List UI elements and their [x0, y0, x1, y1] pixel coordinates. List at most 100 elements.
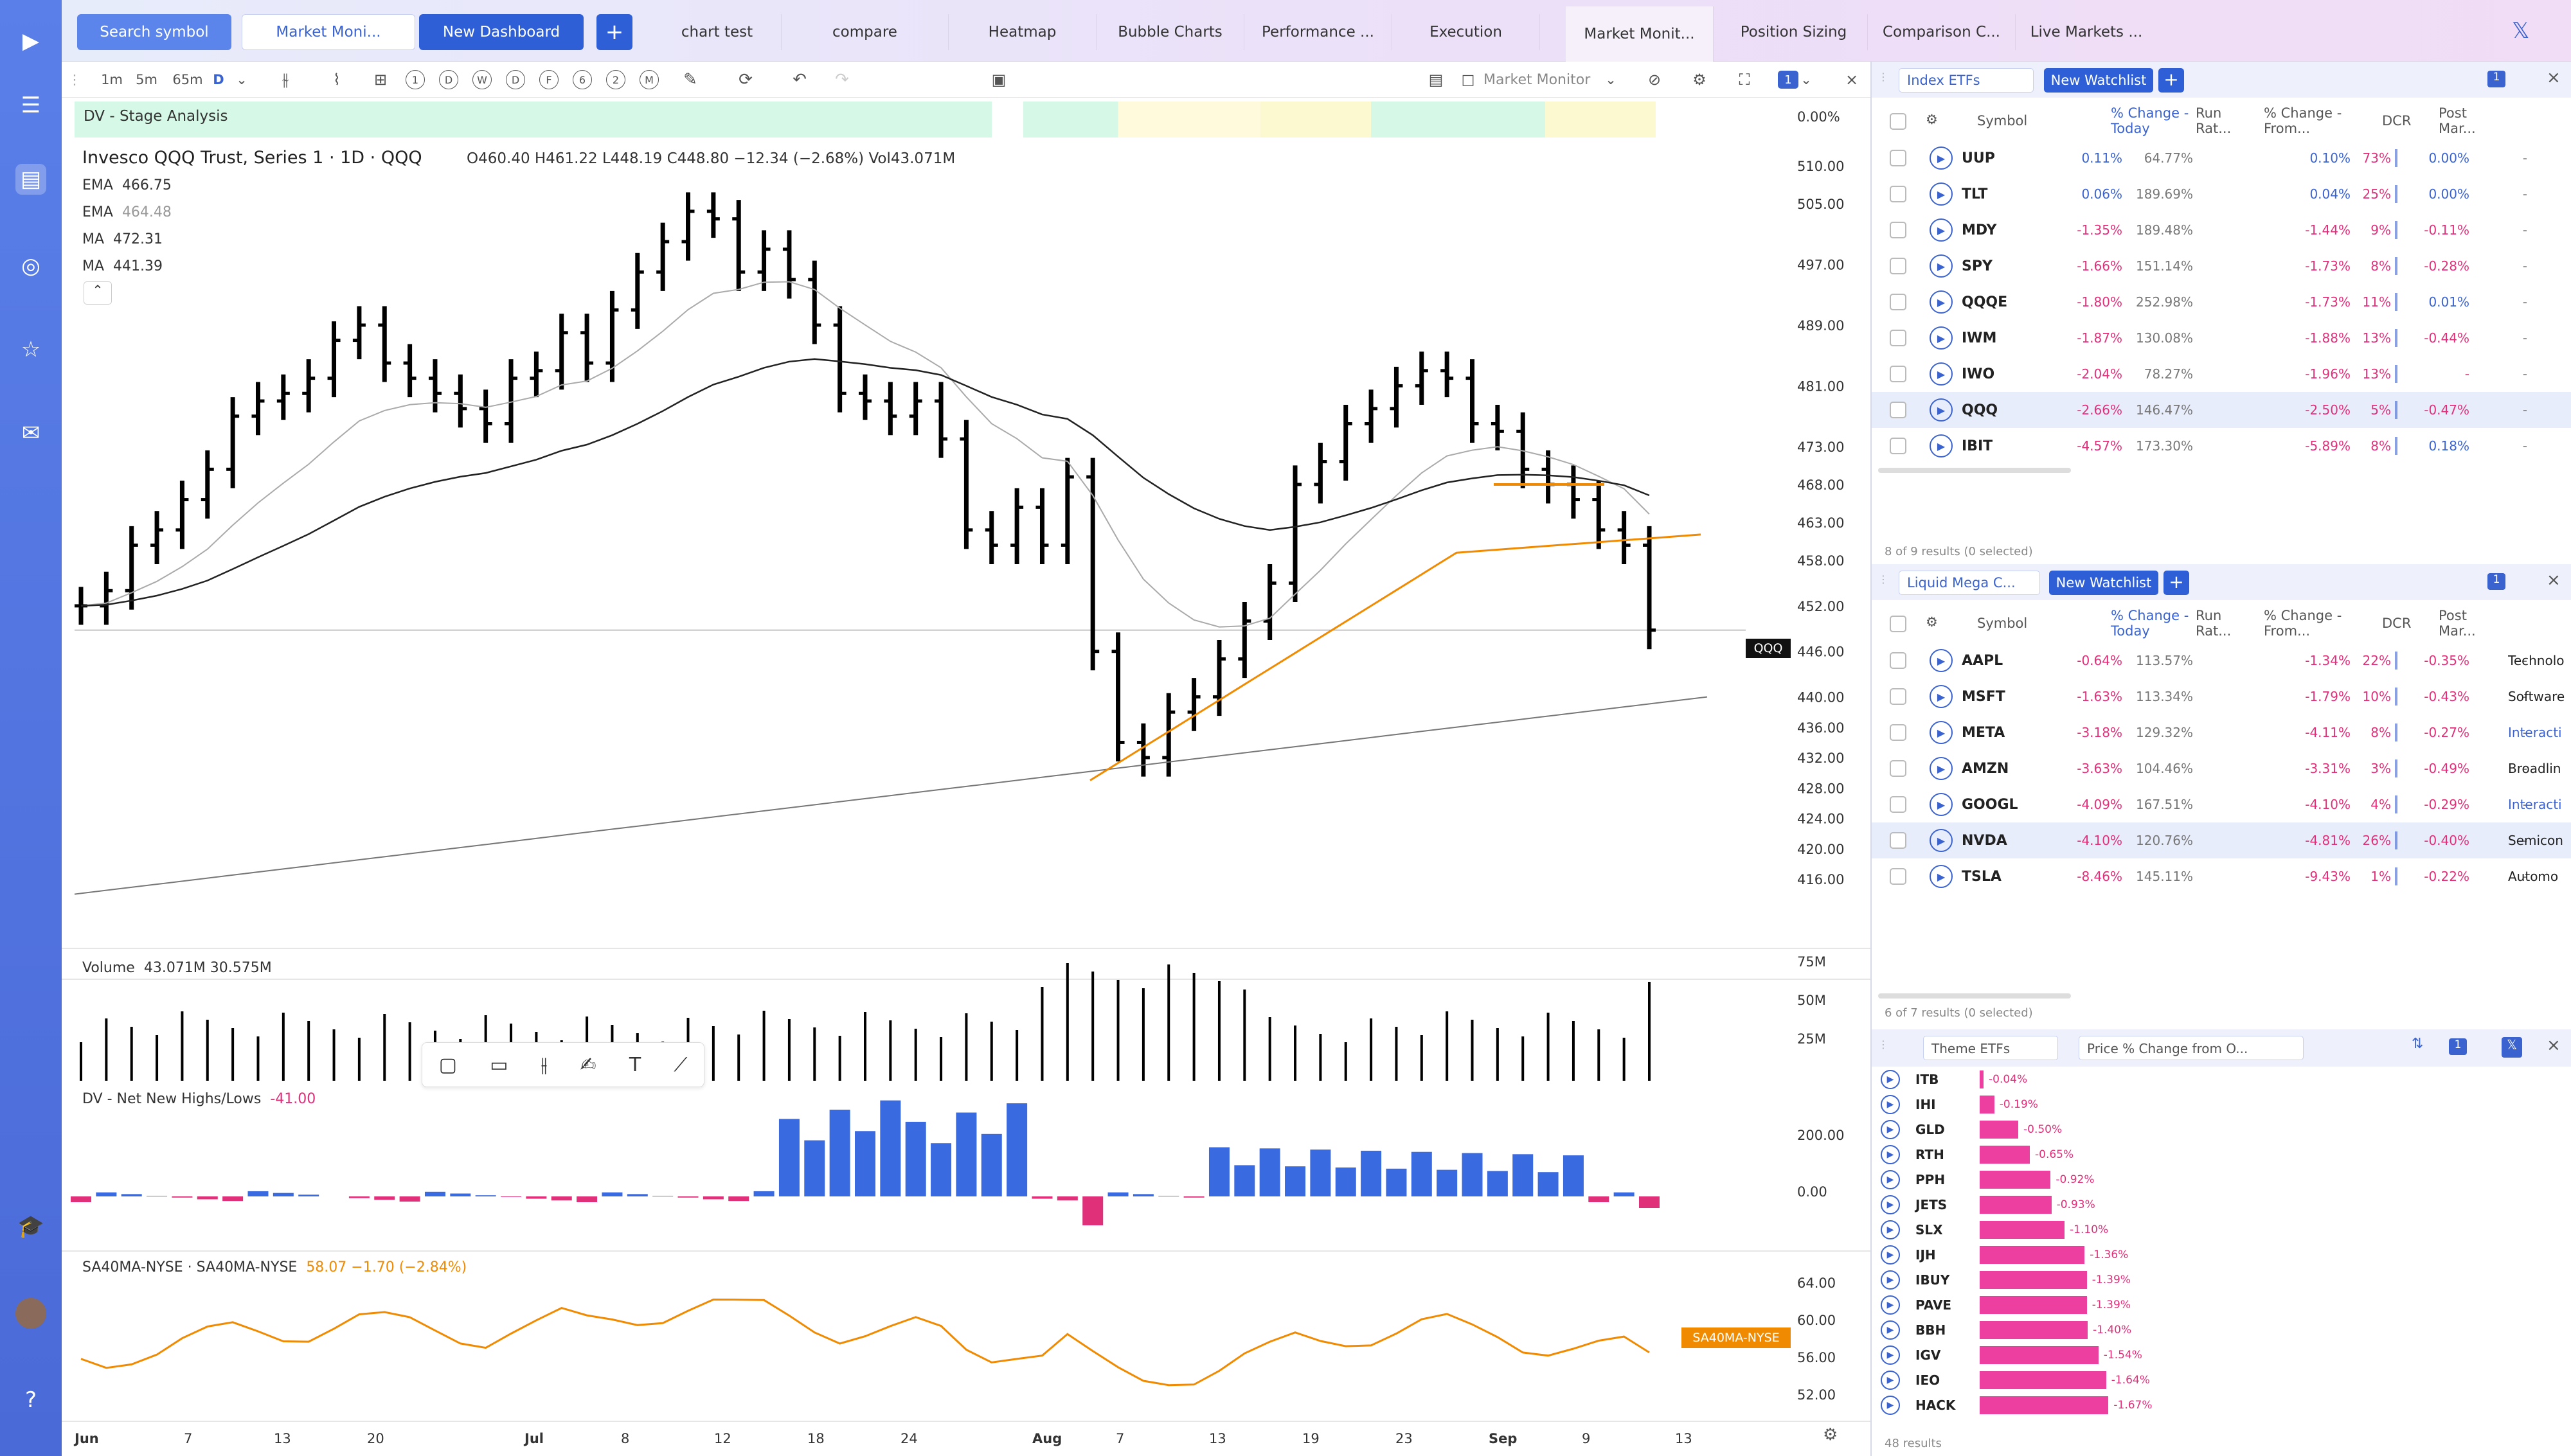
- new-watchlist-button[interactable]: New Watchlist: [2049, 571, 2158, 595]
- play-icon[interactable]: ▶: [1881, 1119, 1900, 1139]
- col-symbol[interactable]: Symbol: [1977, 113, 2028, 129]
- shortcut-f[interactable]: F: [539, 70, 559, 89]
- panel-link-badge[interactable]: 1: [1778, 71, 1798, 89]
- drag-handle-icon[interactable]: ⋮: [1878, 1038, 1888, 1051]
- row-checkbox[interactable]: [1890, 402, 1906, 418]
- play-icon[interactable]: ▶: [1881, 1144, 1900, 1164]
- tab-heatmap[interactable]: Heatmap: [949, 14, 1097, 50]
- play-icon[interactable]: ▶: [1930, 685, 1953, 708]
- list-item[interactable]: ▶ BBH -1.40%: [1872, 1317, 2571, 1342]
- play-icon[interactable]: ▶: [1930, 829, 1953, 852]
- dashboard-icon[interactable]: ▤: [15, 164, 46, 195]
- avatar[interactable]: [15, 1298, 46, 1329]
- row-checkbox[interactable]: [1890, 222, 1906, 238]
- list-item[interactable]: ▶ JETS -0.93%: [1872, 1192, 2571, 1217]
- play-icon[interactable]: ▶: [1881, 1220, 1900, 1239]
- interval-5m[interactable]: 5m: [136, 72, 157, 87]
- star-icon[interactable]: ☆: [21, 337, 41, 362]
- play-icon[interactable]: ▶: [1881, 1194, 1900, 1214]
- play-icon[interactable]: ▶: [1930, 649, 1953, 672]
- play-icon[interactable]: ▶: [1930, 290, 1953, 314]
- row-checkbox[interactable]: [1890, 438, 1906, 454]
- play-icon[interactable]: ▶: [1930, 398, 1953, 422]
- col-change-from[interactable]: % Change - From...: [2264, 105, 2342, 136]
- table-row[interactable]: ▶ TSLA -8.46% 145.11% -9.43% 1% -0.22% - Automo: [1872, 858, 2571, 894]
- play-icon[interactable]: ▶: [1881, 1395, 1900, 1415]
- drag-handle-icon[interactable]: ⋮: [67, 72, 82, 87]
- tab-bubble-charts[interactable]: Bubble Charts: [1097, 14, 1244, 50]
- settings-icon[interactable]: ⚙: [1926, 112, 1938, 127]
- scrollbar[interactable]: [1878, 993, 2071, 999]
- table-row[interactable]: ▶ GOOGL -4.09% 167.51% -4.10% 4% -0.29% - Intera…: [1872, 786, 2571, 822]
- play-icon[interactable]: ▶: [1930, 218, 1953, 242]
- list-item[interactable]: ▶ PPH -0.92%: [1872, 1167, 2571, 1192]
- col-change-from[interactable]: % Change - From...: [2264, 608, 2342, 639]
- play-icon[interactable]: ▶: [1930, 757, 1953, 780]
- tab-comparison[interactable]: Comparison C...: [1868, 14, 2016, 50]
- gear-icon[interactable]: ⚙: [1823, 1425, 1838, 1444]
- callout-tool-icon[interactable]: ▭: [490, 1053, 508, 1076]
- list-item[interactable]: ▶ IJH -1.36%: [1872, 1242, 2571, 1267]
- row-checkbox[interactable]: [1890, 796, 1906, 813]
- tab-market-monitor[interactable]: Market Monit...: [1566, 6, 1714, 62]
- watchlist-2-select[interactable]: Liquid Mega C...: [1899, 571, 2040, 595]
- table-row[interactable]: ▶ MDY -1.35% 189.48% -1.44% 9% -0.11% -: [1872, 212, 2571, 248]
- table-row[interactable]: ▶ QQQ -2.66% 146.47% -2.50% 5% -0.47% -: [1872, 392, 2571, 428]
- shortcut-m[interactable]: M: [640, 70, 659, 89]
- interval-d[interactable]: D: [213, 72, 224, 87]
- list-item[interactable]: ▶ SLX -1.10%: [1872, 1217, 2571, 1242]
- interval-65m[interactable]: 65m: [172, 72, 203, 87]
- close-icon[interactable]: ×: [2547, 68, 2561, 87]
- row-checkbox[interactable]: [1890, 150, 1906, 166]
- table-row[interactable]: ▶ AAPL -0.64% 113.57% -1.34% 22% -0.35% - Techno…: [1872, 643, 2571, 679]
- chevron-down-icon[interactable]: ⌄: [1800, 72, 1812, 87]
- play-icon[interactable]: ▶: [1881, 1169, 1900, 1189]
- table-row[interactable]: ▶ MSFT -1.63% 113.34% -1.79% 10% -0.43% - Softwa…: [1872, 679, 2571, 715]
- bar-style-icon[interactable]: ⫳: [282, 69, 289, 89]
- play-icon[interactable]: ▶: [1881, 1320, 1900, 1340]
- col-change-today[interactable]: % Change - Today: [2111, 608, 2189, 639]
- logo-icon[interactable]: ▶: [22, 28, 40, 54]
- table-row[interactable]: ▶ AMZN -3.63% 104.46% -3.31% 3% -0.49% - Broadli…: [1872, 750, 2571, 786]
- list-item[interactable]: ▶ IHI -0.19%: [1872, 1092, 2571, 1117]
- add-watchlist-button[interactable]: +: [2158, 68, 2184, 93]
- play-icon[interactable]: ▶: [1881, 1094, 1900, 1114]
- panel-link-badge[interactable]: 1: [2487, 573, 2505, 590]
- target-icon[interactable]: ◎: [21, 253, 40, 279]
- table-row[interactable]: ▶ IBIT -4.57% 173.30% -5.89% 8% 0.18% -: [1872, 428, 2571, 464]
- interval-1m[interactable]: 1m: [101, 72, 123, 87]
- help-icon[interactable]: ?: [24, 1387, 37, 1413]
- play-icon[interactable]: ▶: [1881, 1345, 1900, 1365]
- pencil-icon[interactable]: ✎: [683, 70, 697, 89]
- table-row[interactable]: ▶ IWM -1.87% 130.08% -1.88% 13% -0.44% -: [1872, 320, 2571, 356]
- add-dashboard-button[interactable]: +: [596, 14, 632, 50]
- shortcut-d[interactable]: D: [439, 70, 458, 89]
- table-row[interactable]: ▶ QQQE -1.80% 252.98% -1.73% 11% 0.01% -: [1872, 284, 2571, 320]
- refresh-icon[interactable]: ⟳: [739, 70, 753, 89]
- close-icon[interactable]: ×: [1845, 71, 1859, 89]
- alert-icon[interactable]: ⊘: [1647, 71, 1662, 89]
- row-checkbox[interactable]: [1890, 868, 1906, 885]
- list-item[interactable]: ▶ IEO -1.64%: [1872, 1367, 2571, 1392]
- list-item[interactable]: ▶ GLD -0.50%: [1872, 1117, 2571, 1142]
- tab-chart-test[interactable]: chart test: [653, 14, 782, 50]
- row-checkbox[interactable]: [1890, 366, 1906, 382]
- play-icon[interactable]: ▶: [1881, 1370, 1900, 1390]
- shortcut-2[interactable]: 2: [606, 70, 625, 89]
- col-dcr[interactable]: DCR: [2382, 616, 2412, 631]
- calendar-icon[interactable]: ▣: [991, 71, 1007, 89]
- tab-position-sizing[interactable]: Position Sizing: [1720, 14, 1868, 50]
- panel-link-badge[interactable]: 1: [2487, 71, 2505, 87]
- theme-select[interactable]: Theme ETFs: [1923, 1036, 2058, 1060]
- redo-icon[interactable]: ↷: [835, 70, 849, 89]
- table-row[interactable]: ▶ UUP 0.11% 64.77% 0.10% 73% 0.00% -: [1872, 140, 2571, 176]
- tab-execution[interactable]: Execution: [1392, 14, 1540, 50]
- brush-tool-icon[interactable]: ✍: [580, 1053, 596, 1076]
- new-dashboard-button[interactable]: New Dashboard: [419, 14, 584, 50]
- list-item[interactable]: ▶ HACK -1.67%: [1872, 1392, 2571, 1417]
- list-item[interactable]: ▶ PAVE -1.39%: [1872, 1292, 2571, 1317]
- col-post-market[interactable]: Post Mar...: [2439, 608, 2476, 639]
- play-icon[interactable]: ▶: [1881, 1295, 1900, 1315]
- text-tool-icon[interactable]: T: [629, 1053, 641, 1076]
- play-icon[interactable]: ▶: [1930, 865, 1953, 888]
